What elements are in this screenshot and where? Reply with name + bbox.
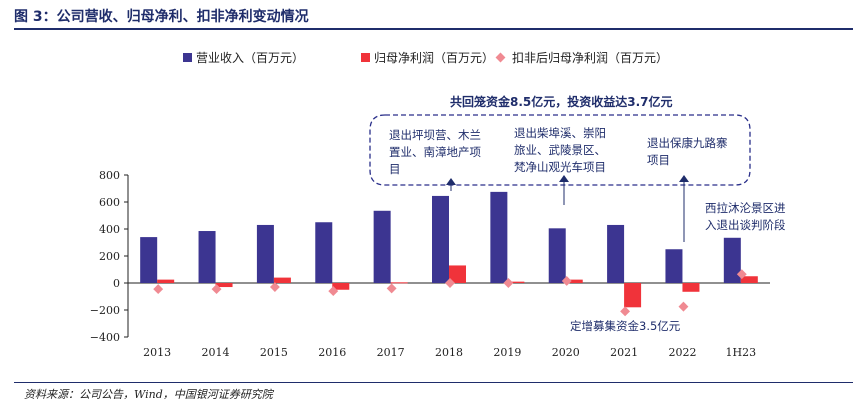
annotation-note-5: 定增募集资金3.5亿元 — [570, 319, 681, 333]
annotations: 共回笼资金8.5亿元，投资收益达3.7亿元 退出坪坝营、木兰 置业、南漳地产项 … — [369, 94, 789, 333]
annotation-box-title: 共回笼资金8.5亿元，投资收益达3.7亿元 — [450, 94, 673, 109]
bar-net-profit-2019 — [507, 281, 525, 283]
x-tick-label: 1H23 — [726, 346, 757, 359]
legend-label-revenue: 营业收入（百万元） — [196, 51, 304, 65]
annotation-note-3: 退出保康九路寨 项目 — [647, 136, 731, 167]
point-deducted-profit-2019 — [503, 278, 514, 288]
y-tick-label: 600 — [99, 196, 120, 209]
annotation-note-1: 退出坪坝营、木兰 置业、南漳地产项 目 — [389, 128, 485, 176]
point-deducted-profit-2015 — [269, 282, 280, 292]
chart: 营业收入（百万元） 归母净利润（百万元） 扣非后归母净利润（百万元） 800 60… — [90, 51, 789, 359]
annotation-arrow-2022 — [679, 175, 689, 182]
x-tick-label: 2022 — [668, 346, 696, 359]
point-deducted-profit-2020 — [561, 276, 572, 286]
x-tick-label: 2018 — [435, 346, 463, 359]
y-tick-label: 400 — [99, 223, 120, 236]
annotation-arrow-2019 — [559, 175, 569, 182]
legend-label-deducted-profit: 扣非后归母净利润（百万元） — [512, 51, 668, 65]
y-tick-label: 800 — [99, 169, 120, 182]
bars — [140, 191, 758, 308]
legend: 营业收入（百万元） 归母净利润（百万元） 扣非后归母净利润（百万元） — [183, 51, 668, 65]
point-deducted-profit-2014 — [211, 284, 222, 295]
bar-revenue-2013 — [140, 237, 158, 283]
point-deducted-profit-2021 — [620, 306, 631, 317]
y-tick-label: −200 — [90, 304, 120, 317]
bar-net-profit-2015 — [273, 277, 291, 283]
x-tick-label: 2016 — [318, 346, 346, 359]
bar-net-profit-2013 — [157, 279, 175, 283]
point-deducted-profit-2013 — [153, 284, 164, 295]
point-deducted-profit-1H23 — [736, 269, 747, 280]
point-deducted-profit-2022 — [678, 301, 689, 312]
x-tick-label: 2020 — [552, 346, 580, 359]
bar-revenue-2020 — [548, 228, 566, 283]
point-deducted-profit-2018 — [445, 278, 455, 288]
y-tick-label: 0 — [113, 277, 120, 290]
bar-revenue-2022 — [665, 249, 683, 283]
title-divider — [14, 28, 853, 30]
bar-net-profit-2022 — [682, 283, 700, 292]
bar-revenue-2021 — [607, 224, 625, 283]
source-divider — [14, 382, 853, 383]
point-deducted-profit-2017 — [386, 283, 397, 294]
annotation-arrow-2018 — [446, 178, 456, 185]
legend-swatch-net-profit — [361, 53, 370, 62]
bar-net-profit-2016 — [332, 283, 350, 290]
legend-label-net-profit: 归母净利润（百万元） — [374, 51, 494, 65]
x-tick-labels: 2013 2014 2015 2016 2017 2018 2019 2020 2021 2022… — [143, 346, 756, 359]
x-tick-label: 2015 — [260, 346, 288, 359]
x-tick-label: 2013 — [143, 346, 171, 359]
point-deducted-profit-2016 — [328, 286, 339, 297]
bar-revenue-2016 — [315, 222, 333, 283]
bar-revenue-2014 — [198, 231, 216, 283]
bar-net-profit-2017 — [390, 282, 408, 284]
bar-revenue-2019 — [490, 191, 508, 283]
y-ticks: 800 600 400 200 0 −200 −400 — [90, 169, 128, 344]
x-tick-label: 2019 — [493, 346, 521, 359]
x-tick-label: 2014 — [202, 346, 230, 359]
x-tick-label: 2021 — [610, 346, 638, 359]
bar-revenue-2018 — [432, 195, 449, 283]
bar-net-profit-2021 — [624, 283, 642, 308]
chart-title: 图 3：公司营收、归母净利、扣非净利变动情况 — [14, 9, 309, 25]
x-tick-label: 2017 — [377, 346, 405, 359]
y-tick-label: −400 — [90, 331, 120, 344]
bar-net-profit-2014 — [215, 283, 233, 288]
scatter-points — [153, 269, 747, 317]
y-tick-label: 200 — [99, 250, 120, 263]
bar-net-profit-1H23 — [740, 276, 758, 283]
source-note: 资料来源：公司公告，Wind，中国银河证券研究院 — [24, 388, 273, 401]
annotation-dashed-box — [369, 114, 751, 186]
bar-revenue-2017 — [373, 210, 391, 283]
bar-net-profit-2018 — [449, 265, 466, 283]
annotation-note-2: 退出柴埠溪、崇阳 旅业、武陵景区、 梵净山观光车项目 — [514, 126, 610, 174]
legend-swatch-revenue — [183, 53, 192, 62]
legend-marker-deducted-profit — [495, 52, 506, 63]
bar-revenue-1H23 — [723, 237, 741, 283]
bar-net-profit-2020 — [565, 279, 583, 283]
annotation-note-4: 西拉沐沦景区进 入退出谈判阶段 — [705, 201, 789, 232]
bar-revenue-2015 — [256, 224, 274, 283]
